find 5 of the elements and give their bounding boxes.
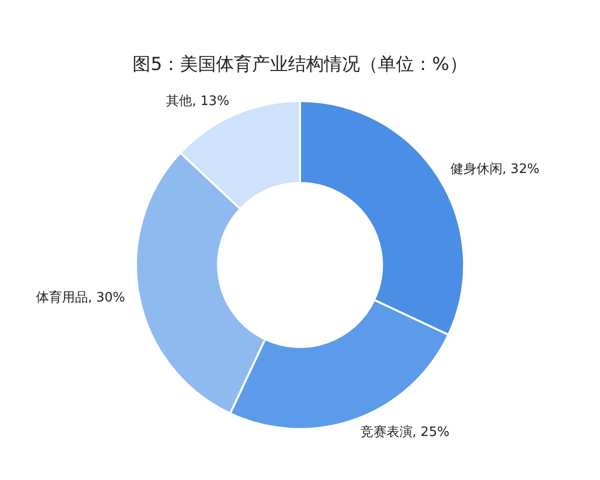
slice-label: 体育用品, 30% xyxy=(36,290,126,306)
slice-label: 竞赛表演, 25% xyxy=(360,424,450,440)
slice-label: 其他, 13% xyxy=(166,94,230,110)
chart-title: 图5：美国体育产业结构情况（单位：%） xyxy=(132,53,468,76)
slice-label: 健身休闲, 32% xyxy=(450,162,540,177)
